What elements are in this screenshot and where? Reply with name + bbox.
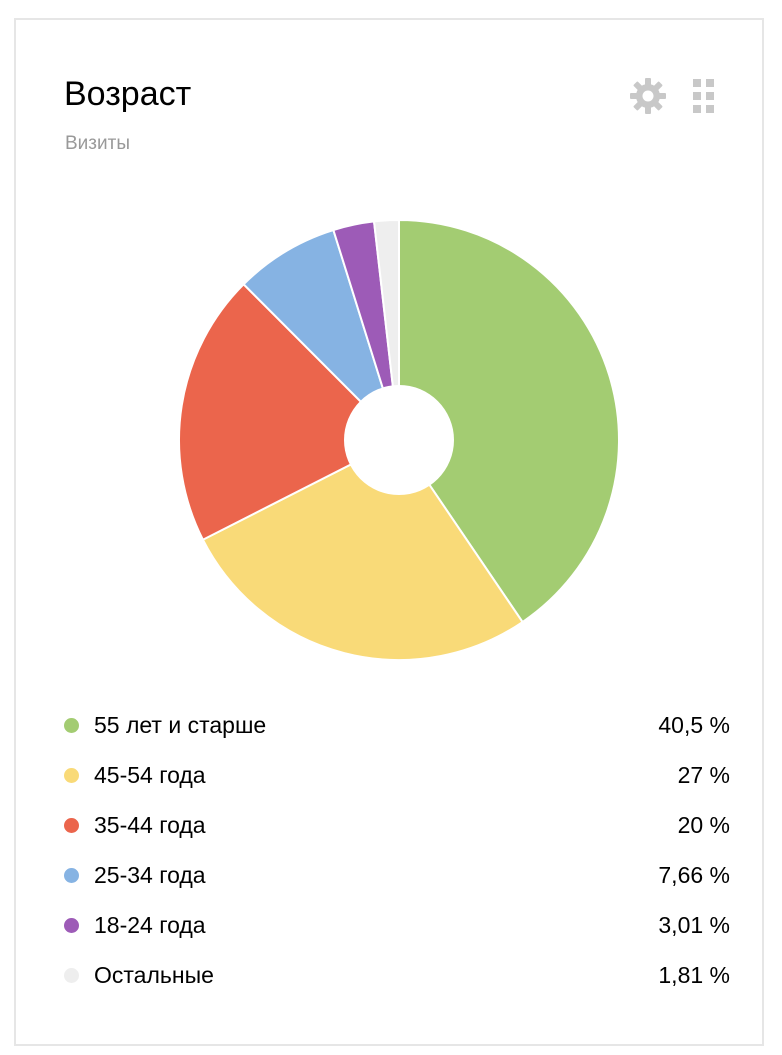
chart-legend: 55 лет и старше 40,5 % 45-54 года 27 % 35-44… xyxy=(64,700,730,1000)
legend-item[interactable]: Остальные 1,81 % xyxy=(64,950,730,1000)
legend-item[interactable]: 55 лет и старше 40,5 % xyxy=(64,700,730,750)
settings-button[interactable] xyxy=(628,76,668,116)
legend-item[interactable]: 35-44 года 20 % xyxy=(64,800,730,850)
grid-dots-icon xyxy=(693,79,714,113)
legend-value: 40,5 % xyxy=(658,711,730,738)
legend-swatch xyxy=(64,817,79,833)
legend-swatch xyxy=(64,767,79,783)
legend-value: 7,66 % xyxy=(658,861,730,888)
legend-swatch xyxy=(64,717,79,733)
pie-slice-3[interactable] xyxy=(178,282,401,542)
legend-label: 35-44 года xyxy=(94,811,206,838)
pie-slice-4[interactable] xyxy=(242,228,400,441)
drag-handle-button[interactable] xyxy=(684,76,724,116)
legend-item[interactable]: 18-24 года 3,01 % xyxy=(64,900,730,950)
legend-label: 55 лет и старше xyxy=(94,711,267,738)
legend-label: 45-54 года xyxy=(94,761,206,788)
widget-subtitle: Визиты xyxy=(65,133,130,154)
legend-item[interactable]: 25-34 года 7,66 % xyxy=(64,850,730,900)
legend-value: 27 % xyxy=(677,761,730,788)
legend-swatch xyxy=(64,917,79,933)
pie-center-hole xyxy=(344,385,454,495)
pie-slice-2[interactable] xyxy=(201,438,524,661)
legend-swatch xyxy=(64,867,79,883)
legend-swatch xyxy=(64,967,79,983)
gear-icon xyxy=(630,78,666,114)
pie-slice-1[interactable] xyxy=(398,218,620,624)
legend-item[interactable]: 45-54 года 27 % xyxy=(64,750,730,800)
legend-value: 20 % xyxy=(677,811,730,838)
pie-slice-6[interactable] xyxy=(372,218,400,441)
age-widget-card: Возраст Визиты xyxy=(14,18,764,1046)
age-pie-chart xyxy=(178,218,620,661)
legend-label: 25-34 года xyxy=(94,861,206,888)
widget-title: Возраст xyxy=(64,75,192,113)
legend-label: 18-24 года xyxy=(94,911,206,938)
legend-value: 3,01 % xyxy=(658,911,730,938)
widget-toolbar xyxy=(628,76,724,116)
legend-value: 1,81 % xyxy=(658,961,730,988)
legend-label: Остальные xyxy=(94,961,214,988)
